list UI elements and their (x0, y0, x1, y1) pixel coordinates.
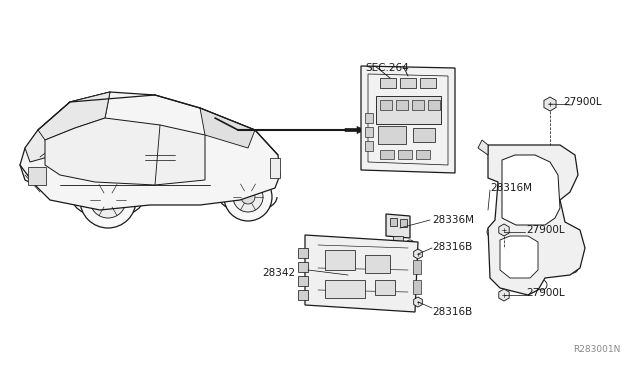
Bar (400, 78, 416, 88)
Bar (413, 260, 421, 274)
Polygon shape (499, 224, 509, 236)
Circle shape (442, 74, 450, 82)
Polygon shape (38, 92, 110, 140)
Circle shape (80, 172, 136, 228)
Text: 27900L: 27900L (563, 97, 602, 107)
Circle shape (366, 156, 374, 164)
Bar (325, 280, 365, 298)
Circle shape (406, 240, 414, 248)
Bar (416, 150, 430, 159)
Polygon shape (20, 92, 280, 210)
Bar (393, 236, 403, 242)
Polygon shape (502, 155, 560, 225)
Polygon shape (386, 214, 410, 238)
Polygon shape (200, 108, 255, 148)
Bar (365, 255, 390, 273)
Text: 28316B: 28316B (432, 242, 472, 252)
Circle shape (501, 227, 507, 233)
Text: SEC.264: SEC.264 (365, 63, 409, 73)
Circle shape (547, 101, 553, 107)
Bar (396, 100, 408, 110)
Circle shape (306, 296, 314, 304)
Circle shape (366, 72, 374, 80)
Bar (270, 158, 280, 178)
Circle shape (47, 140, 57, 150)
Polygon shape (361, 66, 455, 173)
Bar (398, 150, 412, 159)
Bar (298, 262, 308, 272)
Bar (413, 280, 421, 294)
Bar (390, 218, 397, 226)
Bar (378, 126, 406, 144)
Circle shape (306, 238, 314, 246)
Bar (365, 141, 373, 151)
Circle shape (224, 173, 272, 221)
Circle shape (90, 182, 126, 218)
Bar (380, 78, 396, 88)
Polygon shape (544, 97, 556, 111)
Text: R283001N: R283001N (573, 345, 620, 354)
Circle shape (442, 159, 450, 167)
Circle shape (537, 280, 547, 290)
Polygon shape (305, 235, 418, 312)
Circle shape (241, 190, 255, 204)
Bar (413, 128, 435, 142)
Text: 27900L: 27900L (526, 288, 564, 298)
Bar (298, 290, 308, 300)
Text: 28316M: 28316M (490, 183, 532, 193)
Circle shape (501, 292, 507, 298)
Circle shape (233, 182, 263, 212)
FancyArrow shape (345, 126, 365, 134)
Polygon shape (45, 118, 205, 185)
Circle shape (100, 192, 116, 208)
Circle shape (416, 252, 420, 256)
Bar (428, 100, 440, 110)
Polygon shape (413, 297, 422, 307)
Polygon shape (25, 92, 110, 162)
Bar (298, 276, 308, 286)
Circle shape (404, 303, 412, 311)
Bar (365, 113, 373, 123)
Polygon shape (499, 289, 509, 301)
Bar (365, 127, 373, 137)
Bar (380, 150, 394, 159)
Bar (376, 96, 441, 124)
Bar (420, 78, 436, 88)
Bar (412, 100, 424, 110)
Polygon shape (488, 145, 585, 295)
Bar (298, 248, 308, 258)
Polygon shape (478, 140, 488, 155)
Bar (325, 250, 355, 270)
Polygon shape (413, 249, 422, 259)
Circle shape (540, 147, 550, 157)
Text: 28316B: 28316B (432, 307, 472, 317)
Polygon shape (500, 236, 538, 278)
Text: 28342: 28342 (262, 268, 295, 278)
Bar (28, 167, 46, 185)
Circle shape (487, 227, 497, 237)
Circle shape (568, 263, 578, 273)
Circle shape (490, 147, 500, 157)
Text: 27900L: 27900L (526, 225, 564, 235)
Bar (375, 280, 395, 295)
Bar (380, 100, 392, 110)
Circle shape (416, 300, 420, 304)
Bar (400, 219, 407, 227)
Text: 28336M: 28336M (432, 215, 474, 225)
